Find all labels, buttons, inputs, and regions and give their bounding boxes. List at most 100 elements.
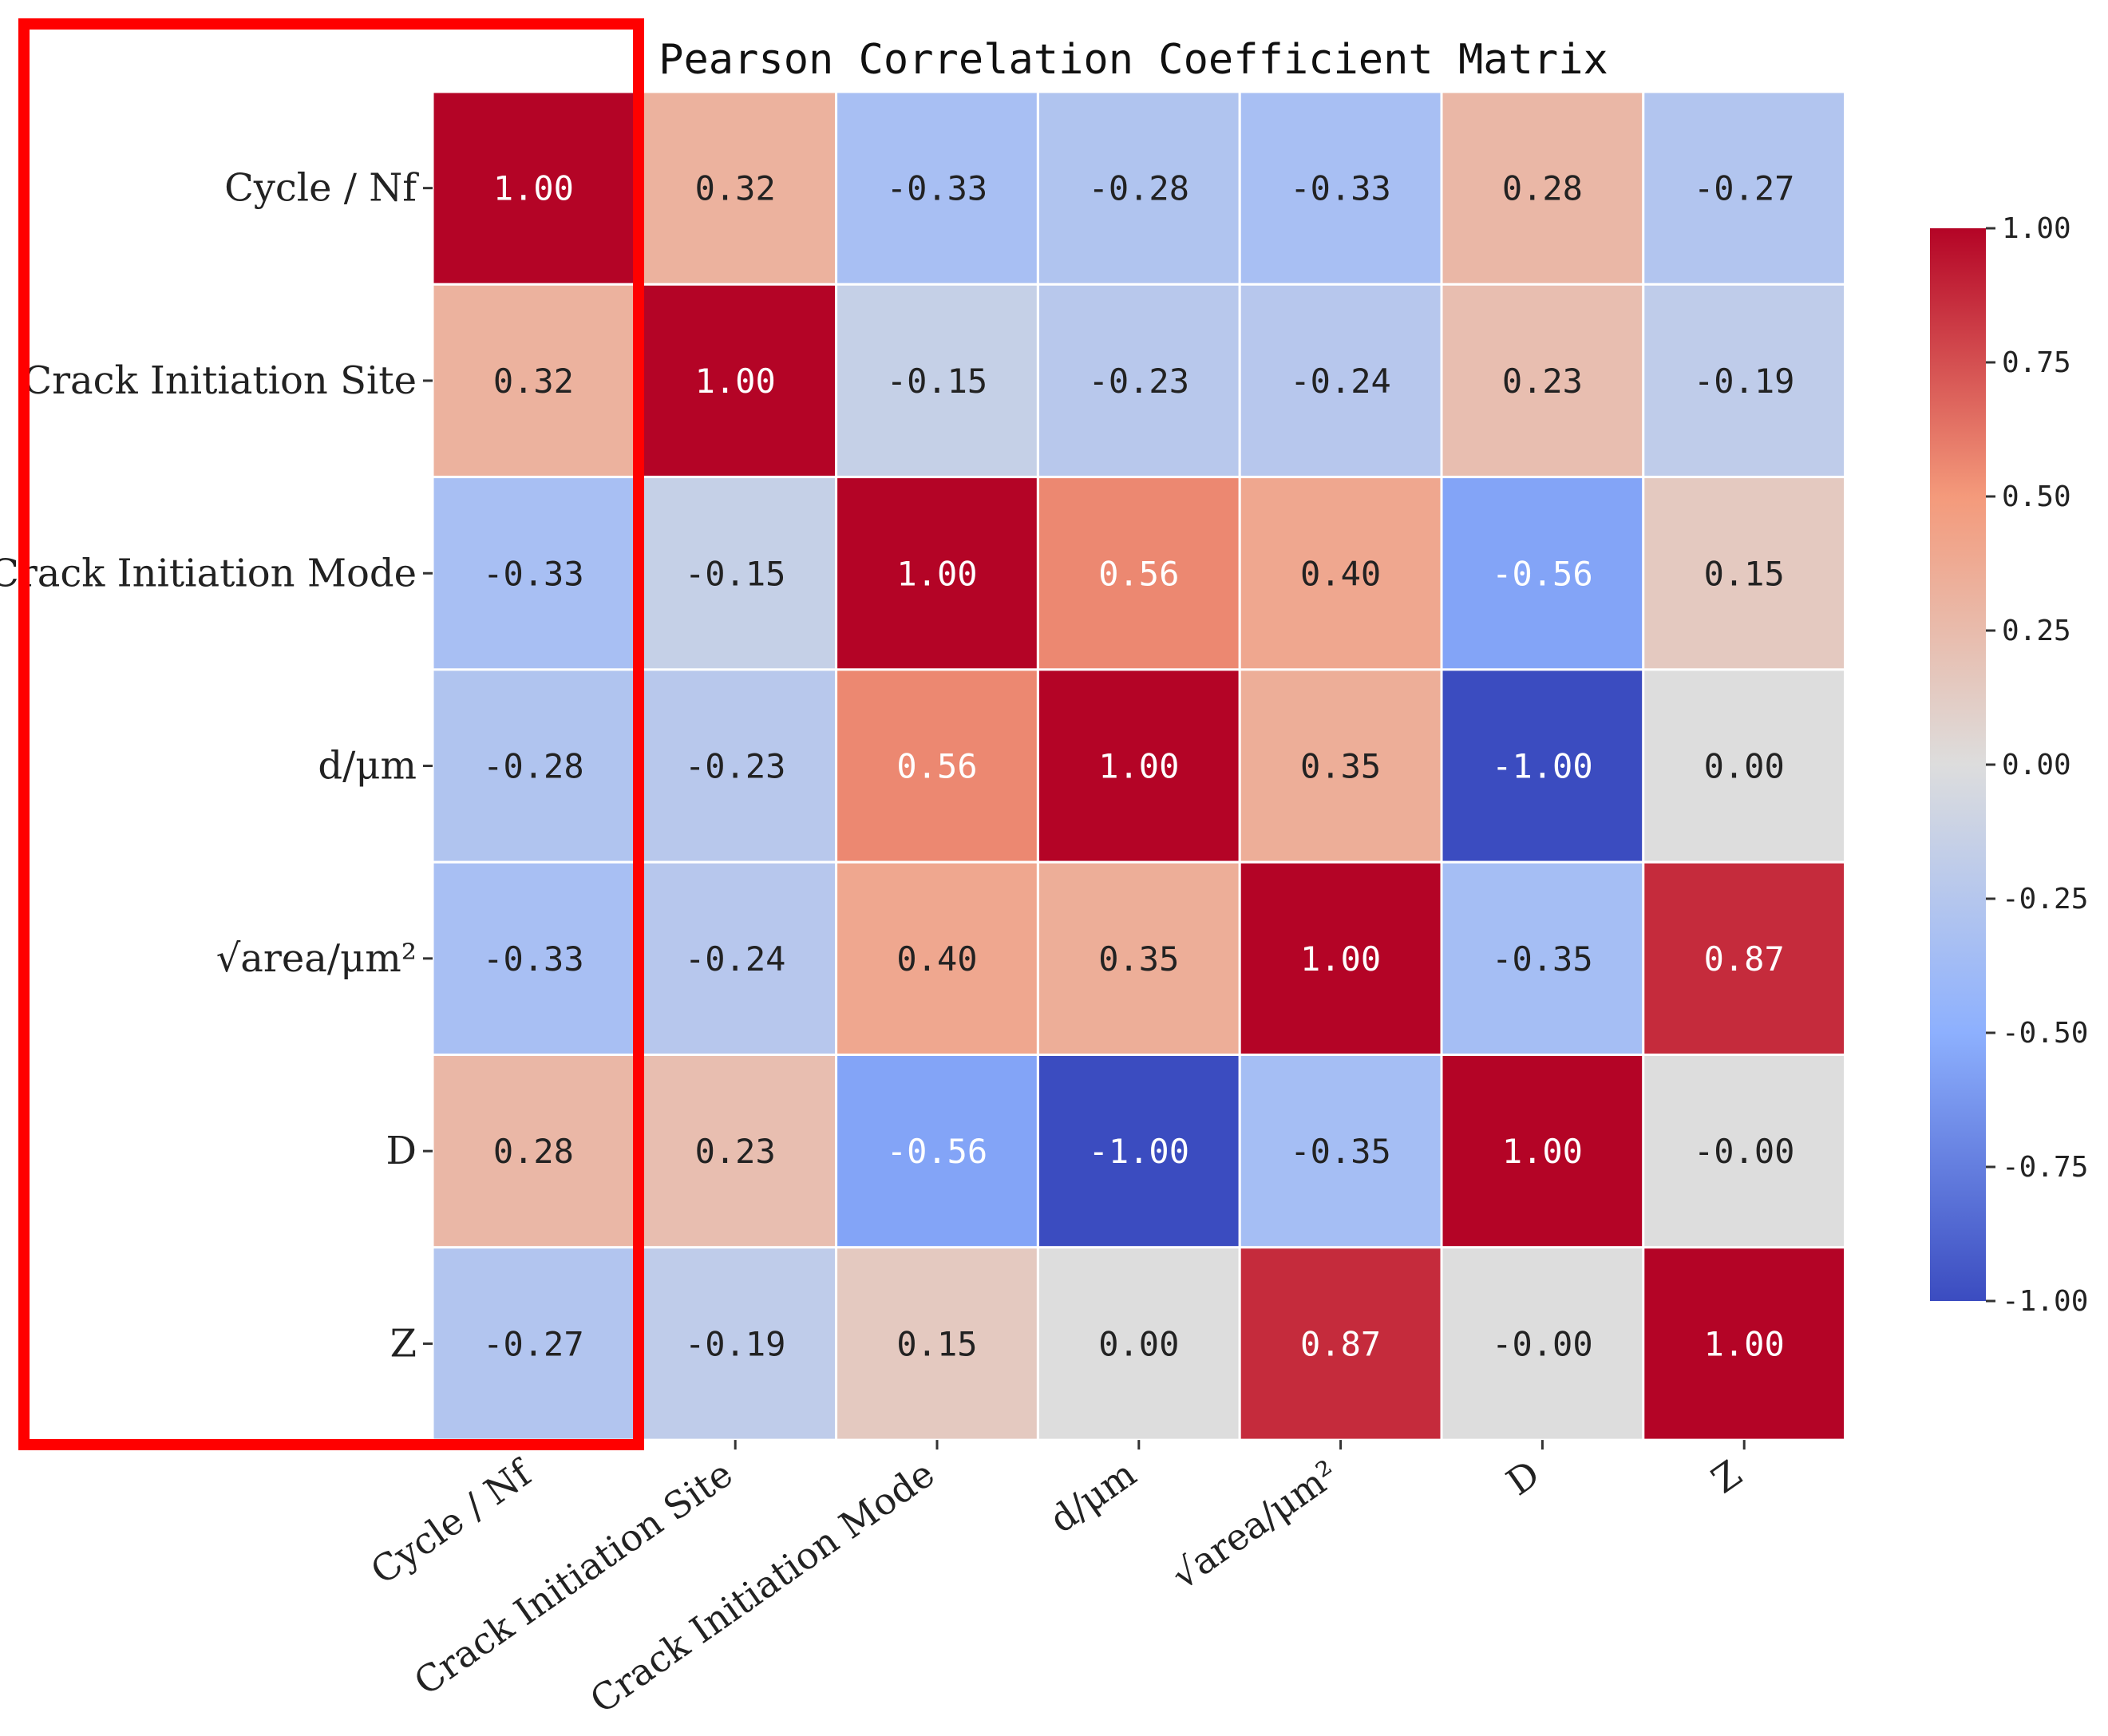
- cell-value-label: 1.00: [1704, 1324, 1785, 1363]
- cell-value-label: 0.87: [1704, 939, 1785, 979]
- cell-value-label: -0.24: [1290, 362, 1390, 401]
- heatmap-cell-r1-c6: [1642, 283, 1847, 479]
- colorbar-tick-label: -0.75: [2002, 1151, 2088, 1184]
- heatmap-cell-r5-c5: [1440, 1054, 1645, 1249]
- cell-value-label: -0.15: [685, 554, 785, 593]
- cell-value-label: -0.35: [1492, 939, 1592, 979]
- colorbar-tick-label: -0.50: [2002, 1017, 2088, 1050]
- cell-value-label: -0.28: [1089, 169, 1189, 208]
- row-label-crack-initiation-site: Crack Initiation Site: [22, 358, 417, 403]
- cell-value-label: 0.23: [1502, 362, 1583, 401]
- heatmap-cell-r5-c2: [835, 1054, 1039, 1249]
- heatmap-cell-r3-c4: [1238, 668, 1443, 864]
- heatmap-cell-r4-c2: [835, 860, 1039, 1056]
- colorbar-ticks: 1.00 0.75 0.50 0.25 0.00 -0.25 -0.50 -0.75 -1.00: [1986, 212, 2088, 1318]
- heatmap-cell-r0-c6: [1642, 90, 1847, 286]
- colorbar-tick-label: 1.00: [2002, 212, 2071, 245]
- colorbar-gradient: [1930, 228, 1986, 1301]
- cell-value-label: 0.28: [1502, 169, 1583, 208]
- row-label-z: Z: [390, 1321, 417, 1366]
- heatmap-cell-r2-c2: [835, 476, 1039, 671]
- cell-value-label: -0.33: [887, 169, 987, 208]
- colorbar-tick-label: 0.00: [2002, 749, 2071, 781]
- cell-value-label: 0.32: [493, 362, 574, 401]
- row-label-cycle-nf: Cycle / Nf: [224, 166, 419, 211]
- cell-value-label: -0.56: [1492, 554, 1592, 593]
- heatmap-cell-r5-c3: [1036, 1054, 1241, 1249]
- cell-value-label: 0.32: [695, 169, 776, 208]
- cell-value-label: 0.56: [896, 747, 977, 786]
- cell-value-label: -0.23: [685, 747, 785, 786]
- cell-value-label: -0.00: [1492, 1324, 1592, 1363]
- colorbar: [1930, 228, 1986, 1301]
- heatmap-cell-r4-c1: [633, 860, 838, 1056]
- heatmap-cell-r1-c5: [1440, 283, 1645, 479]
- colorbar-tick-label: 0.75: [2002, 346, 2071, 379]
- cell-value-label: 0.35: [1300, 747, 1381, 786]
- heatmap-cell-r3-c1: [633, 668, 838, 864]
- cell-value-label: 1.00: [1300, 939, 1381, 979]
- heatmap-cell-labels: 1.00 0.32 -0.33 -0.28 -0.33 0.28 -0.27 0.32 1.00…: [483, 169, 1794, 1364]
- cell-value-label: -0.56: [887, 1132, 987, 1171]
- colorbar-tick-label: 0.25: [2002, 615, 2071, 647]
- colorbar-tick-label: 0.50: [2002, 480, 2071, 513]
- heatmap-cell-r2-c3: [1036, 476, 1241, 671]
- row-label-d: D: [386, 1129, 417, 1173]
- heatmap-cell-r2-c5: [1440, 476, 1645, 671]
- cell-value-label: -0.35: [1290, 1132, 1390, 1171]
- cell-value-label: 0.15: [896, 1324, 977, 1363]
- heatmap-cell-r3-c6: [1642, 668, 1847, 864]
- cell-value-label: -0.28: [483, 747, 583, 786]
- cell-value-label: 0.00: [1704, 747, 1785, 786]
- cell-value-label: 0.87: [1300, 1324, 1381, 1363]
- cell-value-label: 0.40: [896, 939, 977, 979]
- row-label-d-m: d/μm: [318, 744, 417, 789]
- cell-value-label: -0.23: [1089, 362, 1189, 401]
- heatmap-cell-r6-c4: [1238, 1246, 1443, 1441]
- cell-value-label: 1.00: [1098, 747, 1179, 786]
- heatmap-cell-r2-c0: [431, 476, 636, 671]
- row-label-crack-initiation-mode: Crack Initiation Mode: [0, 551, 417, 595]
- cell-value-label: -0.00: [1694, 1132, 1794, 1171]
- heatmap-cell-r4-c6: [1642, 860, 1847, 1056]
- cell-value-label: -1.00: [1089, 1132, 1189, 1171]
- cell-value-label: -0.27: [483, 1324, 583, 1363]
- cell-value-label: 0.00: [1098, 1324, 1179, 1363]
- cell-value-label: 0.35: [1098, 939, 1179, 979]
- cell-value-label: -0.27: [1694, 169, 1794, 208]
- colorbar-tick-label: -0.25: [2002, 883, 2088, 915]
- cell-value-label: 0.40: [1300, 554, 1381, 593]
- heatmap-cell-r6-c3: [1036, 1246, 1241, 1441]
- cell-value-label: 1.00: [1502, 1132, 1583, 1171]
- heatmap-cell-r0-c2: [835, 90, 1039, 286]
- cell-value-label: 0.23: [695, 1132, 776, 1171]
- cell-value-label: 0.28: [493, 1132, 574, 1171]
- heatmap-cell-r6-c1: [633, 1246, 838, 1441]
- cell-value-label: 1.00: [493, 169, 574, 208]
- row-labels: Cycle / Nf Crack Initiation Site Crack Ini…: [0, 166, 433, 1366]
- heatmap-cell-r0-c0: [431, 90, 636, 286]
- cell-value-label: -1.00: [1492, 747, 1592, 786]
- first-column-highlight-box: [18, 18, 644, 1450]
- cell-value-label: 1.00: [695, 362, 776, 401]
- heatmap-cell-r1-c2: [835, 283, 1039, 479]
- heatmap-cell-r5-c0: [431, 1054, 636, 1249]
- heatmap-cell-r6-c2: [835, 1246, 1039, 1441]
- cell-value-label: 0.15: [1704, 554, 1785, 593]
- cell-value-label: -0.33: [483, 939, 583, 979]
- cell-value-label: -0.19: [1694, 362, 1794, 401]
- heatmap-cell-r4-c0: [431, 860, 636, 1056]
- heatmap-cell-r6-c6: [1642, 1246, 1847, 1441]
- cell-value-label: -0.33: [483, 554, 583, 593]
- heatmap-cell-r2-c1: [633, 476, 838, 671]
- heatmap-cells: [431, 90, 1847, 1441]
- cell-value-label: 1.00: [896, 554, 977, 593]
- heatmap-cell-r3-c2: [835, 668, 1039, 864]
- heatmap-cell-r3-c0: [431, 668, 636, 864]
- heatmap-cell-r0-c1: [633, 90, 838, 286]
- cell-value-label: 0.56: [1098, 554, 1179, 593]
- cell-value-label: -0.19: [685, 1324, 785, 1363]
- row-label-area-m: √area/μm²: [216, 936, 417, 981]
- cell-value-label: -0.24: [685, 939, 785, 979]
